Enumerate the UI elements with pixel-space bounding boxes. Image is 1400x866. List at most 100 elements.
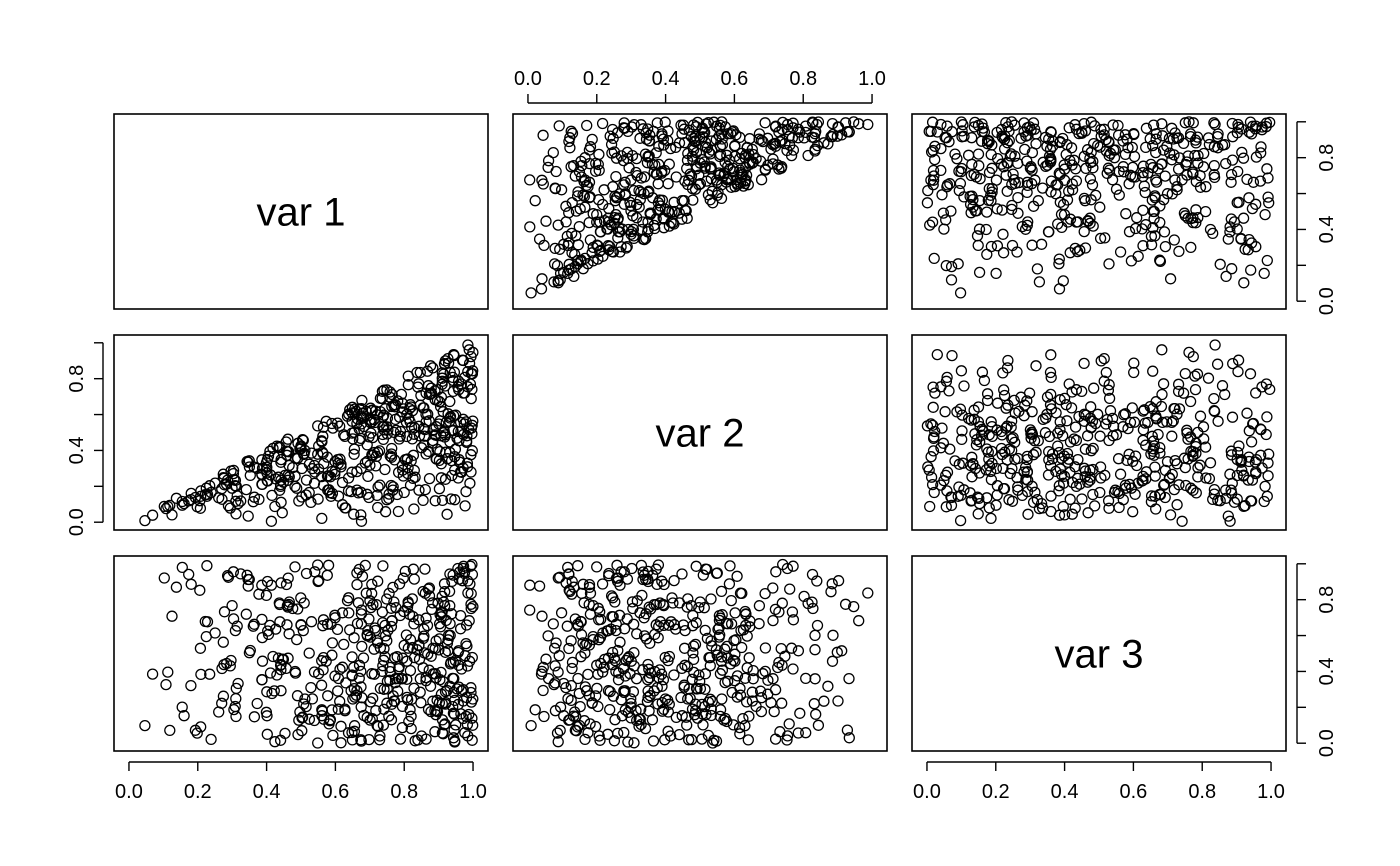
data-point xyxy=(445,493,457,505)
data-point xyxy=(565,125,577,137)
data-point xyxy=(364,696,377,708)
data-point xyxy=(1063,122,1075,134)
data-point xyxy=(312,420,324,432)
data-point xyxy=(1226,263,1238,275)
data-point xyxy=(656,128,668,140)
tick-label: 0.8 xyxy=(789,68,817,90)
data-point xyxy=(958,130,970,143)
data-point xyxy=(419,563,431,575)
data-point xyxy=(467,600,479,613)
data-point xyxy=(1106,412,1119,425)
data-point xyxy=(345,685,357,697)
data-point xyxy=(438,578,451,590)
data-point xyxy=(658,578,670,591)
data-point xyxy=(648,598,660,611)
data-point xyxy=(385,479,397,492)
data-point xyxy=(1226,411,1239,423)
data-point xyxy=(355,618,368,630)
data-point xyxy=(377,719,390,731)
data-point xyxy=(853,615,865,627)
data-point xyxy=(1166,468,1178,481)
data-point xyxy=(348,443,361,455)
data-point xyxy=(676,568,688,580)
data-point xyxy=(929,153,941,166)
data-point xyxy=(605,138,618,151)
data-point xyxy=(360,405,372,418)
data-point xyxy=(1246,202,1259,215)
data-point xyxy=(224,660,236,672)
data-point xyxy=(630,166,642,179)
data-point xyxy=(702,189,715,201)
data-point xyxy=(287,602,299,615)
data-point xyxy=(776,123,788,135)
data-point xyxy=(261,467,273,479)
data-point xyxy=(983,166,996,179)
data-point xyxy=(714,704,727,716)
data-point xyxy=(1241,407,1253,419)
data-point xyxy=(924,219,936,231)
bottom-axis: 0.0 0.2 0.4 0.6 0.8 1.0 xyxy=(913,761,1285,803)
data-point xyxy=(662,125,674,137)
data-point xyxy=(351,465,363,478)
data-point xyxy=(329,468,341,481)
data-point xyxy=(657,674,670,686)
data-point xyxy=(573,687,585,700)
data-point xyxy=(1000,169,1012,181)
data-point xyxy=(621,240,633,253)
data-point xyxy=(754,685,767,697)
data-point xyxy=(1182,150,1194,162)
data-point xyxy=(377,560,389,572)
data-point xyxy=(1259,208,1271,221)
data-point xyxy=(673,597,686,609)
data-point xyxy=(584,587,597,599)
data-point xyxy=(467,719,479,731)
data-point xyxy=(405,421,418,433)
data-point xyxy=(1088,382,1100,394)
data-point xyxy=(689,705,702,717)
data-point xyxy=(463,357,476,370)
data-point xyxy=(146,509,159,521)
data-point xyxy=(1179,117,1191,129)
data-point xyxy=(1078,415,1090,427)
data-point xyxy=(1018,126,1030,138)
data-point xyxy=(591,682,603,695)
data-point xyxy=(570,711,582,723)
data-point xyxy=(826,578,838,590)
data-point xyxy=(243,461,256,473)
variable-label: var 2 xyxy=(656,412,745,456)
data-point xyxy=(1194,459,1206,471)
data-point xyxy=(1120,208,1132,220)
data-point xyxy=(575,615,587,628)
data-point xyxy=(383,587,395,600)
data-point xyxy=(439,698,452,710)
data-point xyxy=(710,735,723,747)
data-point xyxy=(398,605,410,618)
data-point xyxy=(344,624,356,636)
data-point xyxy=(1117,494,1129,506)
right-axis: 0.00.40.8 xyxy=(1296,563,1338,757)
data-point xyxy=(1099,232,1111,244)
data-point xyxy=(240,483,252,496)
data-point xyxy=(642,223,654,235)
data-point xyxy=(733,153,746,165)
data-point xyxy=(1001,362,1014,374)
data-point xyxy=(715,655,728,667)
data-point xyxy=(592,158,604,171)
data-point xyxy=(1118,409,1130,421)
data-point xyxy=(356,570,369,582)
data-point xyxy=(1001,420,1013,432)
data-point xyxy=(457,413,469,425)
data-point xyxy=(583,598,595,611)
data-point xyxy=(377,428,389,441)
data-point xyxy=(298,597,310,609)
data-point xyxy=(1245,237,1258,249)
data-point xyxy=(1118,166,1130,178)
data-point xyxy=(1158,194,1170,206)
data-point xyxy=(577,637,589,649)
data-point xyxy=(1076,493,1088,505)
data-point xyxy=(966,132,978,144)
data-point xyxy=(417,494,429,507)
data-point xyxy=(586,697,598,709)
panel-r3-c3: var 3 xyxy=(911,555,1287,752)
data-point xyxy=(1208,488,1220,500)
